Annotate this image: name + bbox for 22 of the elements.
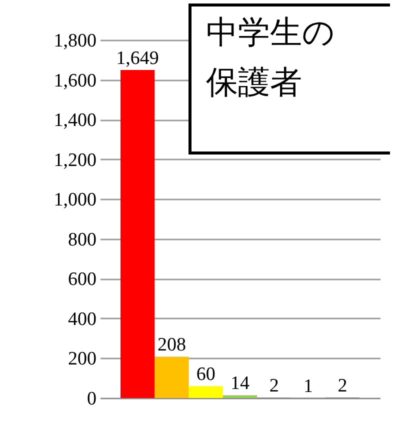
- data-label: 60: [196, 364, 216, 386]
- y-tick-label: 600: [68, 269, 96, 290]
- bar: [120, 70, 155, 398]
- y-tick-label: 1,600: [54, 70, 96, 92]
- bar: [154, 356, 189, 398]
- y-tick-label: 1,200: [54, 150, 96, 171]
- bar: [188, 386, 223, 398]
- data-label: 1,649: [116, 48, 159, 70]
- y-tick-label: 0: [87, 388, 96, 410]
- data-label: 14: [230, 373, 250, 394]
- y-tick-label: 1,000: [54, 190, 96, 211]
- data-label: 208: [157, 334, 186, 356]
- y-tick-label: 800: [68, 229, 96, 250]
- chart-title: 中学生の保護者: [206, 13, 335, 101]
- data-label: 1: [304, 376, 314, 397]
- y-tick-label: 1,400: [54, 110, 96, 132]
- y-tick-label: 200: [68, 348, 96, 370]
- data-label: 2: [338, 376, 348, 397]
- data-label: 2: [269, 376, 279, 397]
- y-tick-label: 400: [68, 308, 96, 330]
- y-tick-label: 1,800: [54, 30, 96, 52]
- bar: [222, 395, 258, 398]
